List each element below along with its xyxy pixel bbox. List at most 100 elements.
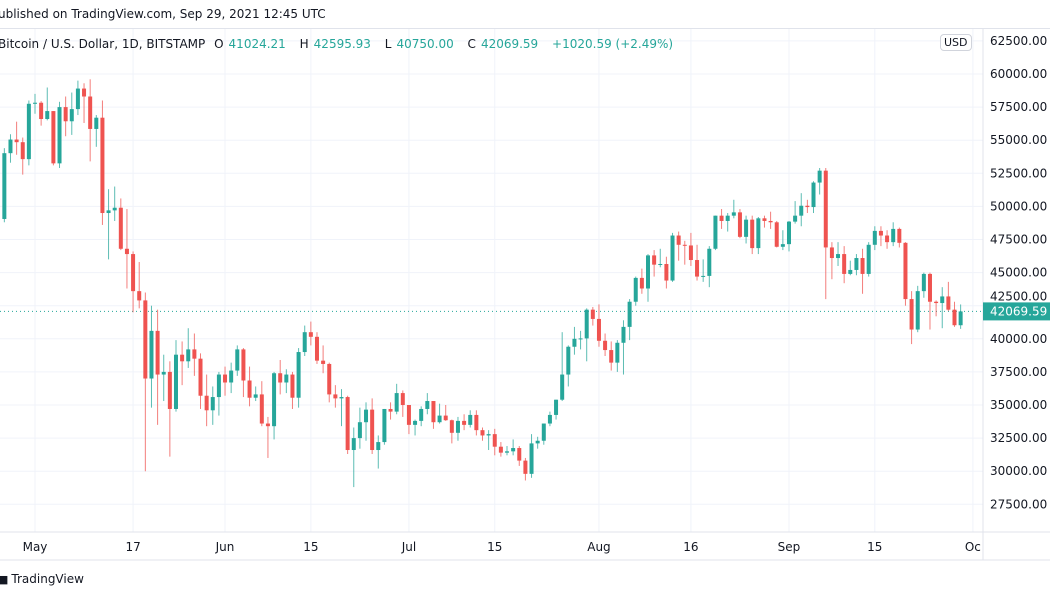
candle	[462, 414, 467, 431]
time-tick-label: Jun	[215, 540, 235, 554]
candle	[259, 381, 264, 427]
candle-body	[885, 235, 890, 243]
candle	[713, 215, 718, 251]
candle-body	[615, 342, 620, 363]
candle-body	[321, 360, 326, 364]
candle	[603, 333, 608, 357]
candle-body	[915, 291, 920, 330]
candle-body	[737, 212, 742, 237]
candle	[934, 300, 939, 317]
candle	[566, 345, 571, 387]
candle	[290, 371, 295, 409]
candle-body	[572, 338, 577, 347]
price-tick-label: 62500.00	[990, 34, 1047, 48]
candle-body	[75, 88, 80, 110]
candle	[621, 320, 626, 375]
candle	[198, 353, 203, 409]
price-axis-labels: 62500.00 60000.00 57500.00 55000.00 52500.00…	[990, 34, 1047, 511]
candle	[664, 256, 669, 289]
candle	[357, 407, 362, 449]
candle	[590, 307, 595, 326]
candle-body	[541, 423, 546, 441]
candle	[891, 222, 896, 247]
candle-body	[167, 371, 172, 409]
candle	[866, 242, 871, 277]
candle	[774, 220, 779, 248]
candle-body	[921, 273, 926, 292]
price-tick-label: 45000.00	[990, 266, 1047, 280]
candle	[149, 305, 154, 408]
candle-body	[786, 221, 791, 245]
candle	[492, 428, 497, 456]
candle-body	[327, 363, 332, 395]
candle-body	[2, 153, 7, 219]
candle	[811, 181, 816, 214]
candles	[2, 79, 963, 488]
currency-badge[interactable]: USD	[940, 34, 972, 51]
price-tick-label: 57500.00	[990, 100, 1047, 114]
candle-body	[603, 340, 608, 351]
candle	[216, 371, 221, 416]
time-tick-label: Aug	[587, 540, 610, 554]
candle	[909, 291, 914, 345]
price-tick-label: 50000.00	[990, 199, 1047, 213]
candle-body	[229, 370, 234, 383]
candle-body	[39, 102, 44, 120]
candle-body	[284, 374, 289, 383]
candle	[486, 430, 491, 451]
candle-body	[713, 215, 718, 249]
candle	[541, 423, 546, 445]
candle	[786, 220, 791, 252]
candle-body	[419, 408, 424, 421]
candle-body	[192, 349, 197, 359]
candle	[327, 362, 332, 403]
high-value: 42595.93	[313, 37, 371, 51]
candle	[744, 215, 749, 244]
candle	[388, 402, 393, 420]
candle-body	[57, 107, 62, 164]
candle	[455, 416, 460, 441]
candle-body	[952, 309, 957, 326]
candle-body	[848, 269, 853, 274]
candle-body	[161, 371, 166, 375]
candle-body	[235, 349, 240, 371]
candle-body	[725, 215, 730, 221]
candle	[927, 272, 932, 330]
candle-body	[272, 373, 277, 427]
candle	[805, 199, 810, 214]
candle	[443, 405, 448, 421]
candle	[400, 390, 405, 417]
candle-body	[688, 245, 693, 261]
candle-body	[836, 254, 841, 259]
candle-body	[554, 399, 559, 415]
candle-body	[695, 260, 700, 277]
candle-body	[872, 230, 877, 245]
candle	[425, 393, 430, 415]
candle	[449, 419, 454, 444]
candle	[2, 148, 7, 223]
time-axis-labels[interactable]: May 17 Jun 15 Jul 15 Aug 16 Sep 15 Oc	[23, 540, 981, 554]
candle	[51, 111, 56, 166]
candle-body	[584, 309, 589, 339]
price-axis[interactable]	[983, 29, 1050, 532]
candle	[676, 231, 681, 261]
candle-body	[793, 215, 798, 222]
candle	[878, 226, 883, 247]
tradingview-logo[interactable]: ■ TradingView	[0, 572, 84, 586]
candle	[223, 366, 228, 396]
candle	[946, 281, 951, 311]
candle	[572, 326, 577, 355]
candle	[314, 332, 319, 364]
candle-body	[333, 394, 338, 399]
candle	[321, 345, 326, 374]
time-tick-label: 16	[683, 540, 698, 554]
candle-body	[223, 374, 228, 383]
candle	[872, 226, 877, 251]
candle-body	[474, 414, 479, 431]
candle	[100, 100, 105, 225]
candle-body	[498, 446, 503, 453]
candle	[265, 416, 270, 458]
candle	[161, 354, 166, 402]
candle-body	[664, 263, 669, 281]
